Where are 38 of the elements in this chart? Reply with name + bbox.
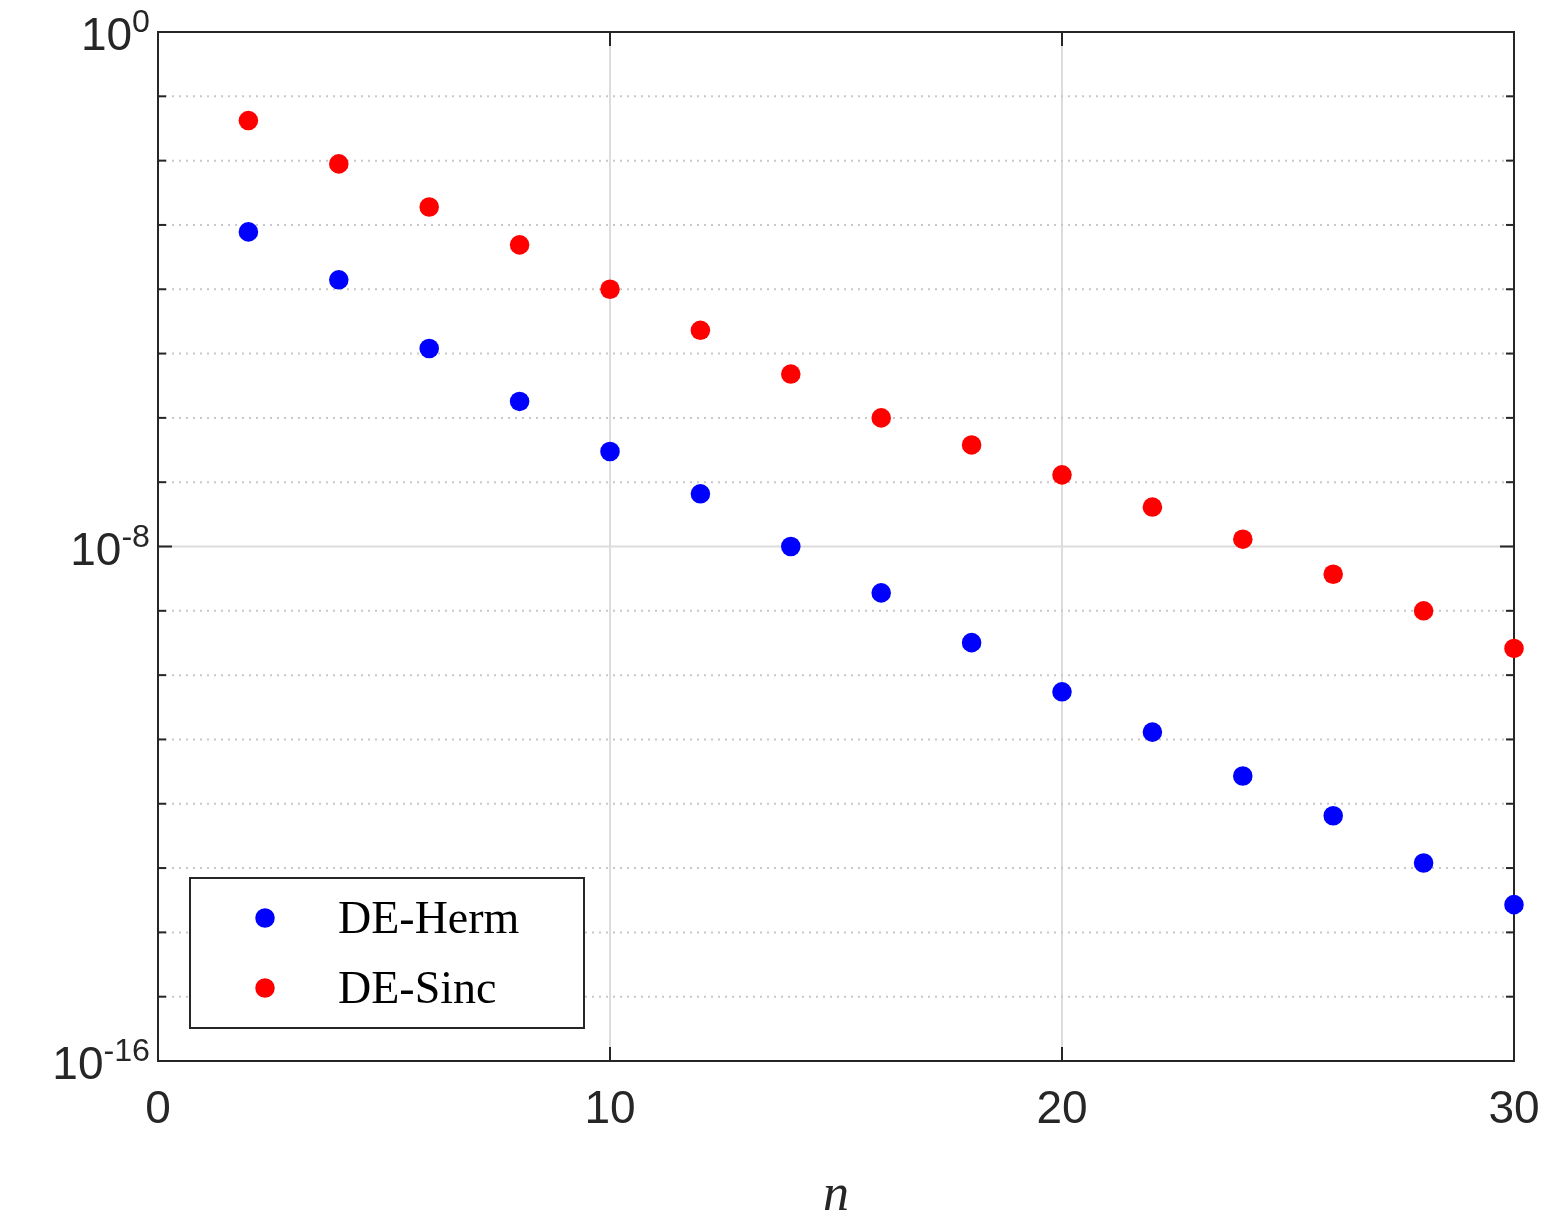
point [509, 391, 530, 412]
point [690, 320, 711, 341]
point [329, 270, 349, 290]
x-tick-label: 30 [1488, 1081, 1540, 1133]
point [871, 408, 891, 428]
legend-label: DE-Sinc [338, 962, 497, 1013]
point [1323, 806, 1343, 826]
point [600, 279, 620, 299]
point [871, 583, 891, 603]
point [1052, 682, 1072, 702]
x-tick-label: 10 [584, 1081, 636, 1133]
point [1504, 894, 1524, 915]
x-axis-title: n [823, 1164, 849, 1221]
point [1142, 497, 1163, 517]
point [419, 197, 439, 217]
point [1504, 638, 1524, 659]
legend-label: DE-Herm [338, 892, 520, 943]
point [1413, 601, 1434, 621]
point [1233, 766, 1253, 786]
y-tick-label: 10$^{0}$ [80, 3, 150, 60]
point [1413, 853, 1434, 873]
point [781, 536, 801, 557]
point [1142, 722, 1163, 742]
point [329, 154, 349, 174]
point [238, 222, 259, 242]
point [690, 484, 711, 504]
point [509, 235, 530, 255]
point [961, 632, 982, 653]
y-tick-label: 10$^{-8}$ [70, 517, 150, 575]
point [781, 364, 801, 384]
x-tick-label: 20 [1036, 1081, 1088, 1133]
point [600, 441, 620, 462]
point [1323, 564, 1343, 585]
point [961, 435, 982, 455]
point [419, 338, 439, 359]
point [1233, 529, 1253, 549]
point [238, 110, 259, 131]
point [1052, 465, 1072, 485]
